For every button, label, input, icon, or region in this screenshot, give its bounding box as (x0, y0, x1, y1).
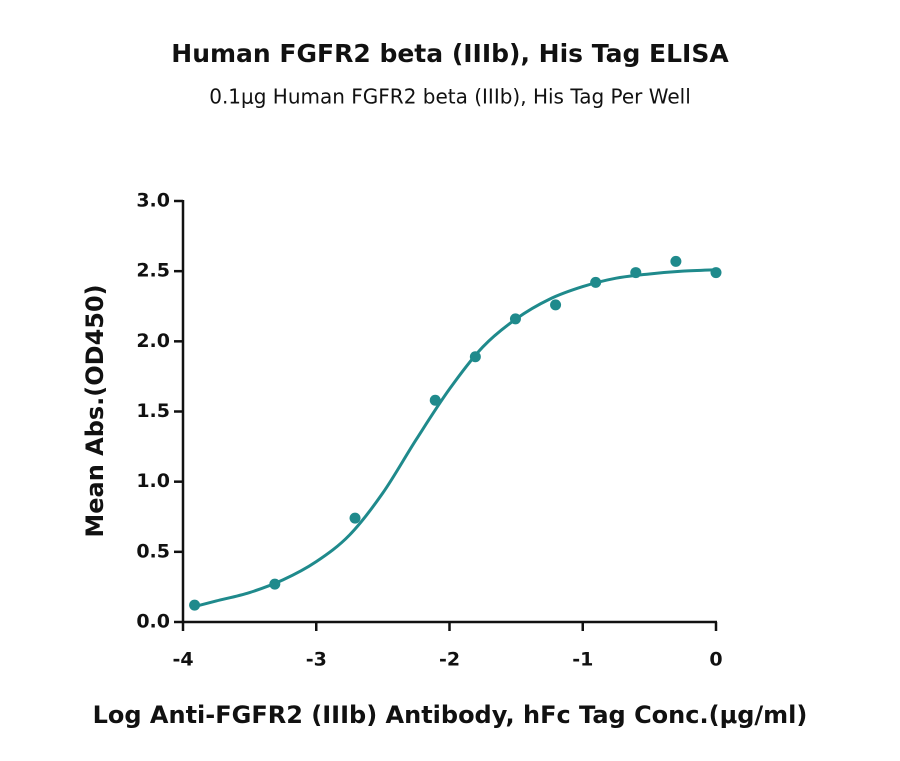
data-point (509, 313, 521, 325)
data-point (349, 512, 361, 524)
x-tick-label: -1 (572, 649, 593, 671)
data-point (550, 299, 562, 311)
chart-title: Human FGFR2 beta (IIIb), His Tag ELISA (171, 39, 729, 68)
data-point (469, 351, 481, 363)
y-tick-label: 2.0 (136, 330, 170, 352)
data-point (710, 267, 722, 279)
y-tick-label: 1.5 (136, 400, 170, 422)
y-tick-label: 0.5 (136, 540, 170, 562)
x-tick-label: -3 (306, 649, 327, 671)
data-point (269, 578, 281, 590)
data-point (630, 267, 642, 279)
y-tick-label: 3.0 (136, 190, 170, 212)
y-tick-label: 1.0 (136, 470, 170, 492)
x-tick-label: 0 (709, 649, 722, 671)
x-tick-label: -4 (172, 649, 193, 671)
y-tick-label: 0.0 (136, 611, 170, 633)
y-axis-label: Mean Abs.(OD450) (81, 284, 109, 537)
data-point (590, 276, 602, 288)
data-point (189, 599, 201, 611)
y-tick-label: 2.5 (136, 260, 170, 282)
fit-curve (194, 268, 717, 609)
x-axis-label: Log Anti-FGFR2 (IIIb) Antibody, hFc Tag … (93, 701, 808, 729)
data-point (429, 394, 441, 406)
x-tick-label: -2 (439, 649, 460, 671)
chart-subtitle: 0.1μg Human FGFR2 beta (IIIb), His Tag P… (209, 85, 691, 109)
data-point (670, 255, 682, 267)
